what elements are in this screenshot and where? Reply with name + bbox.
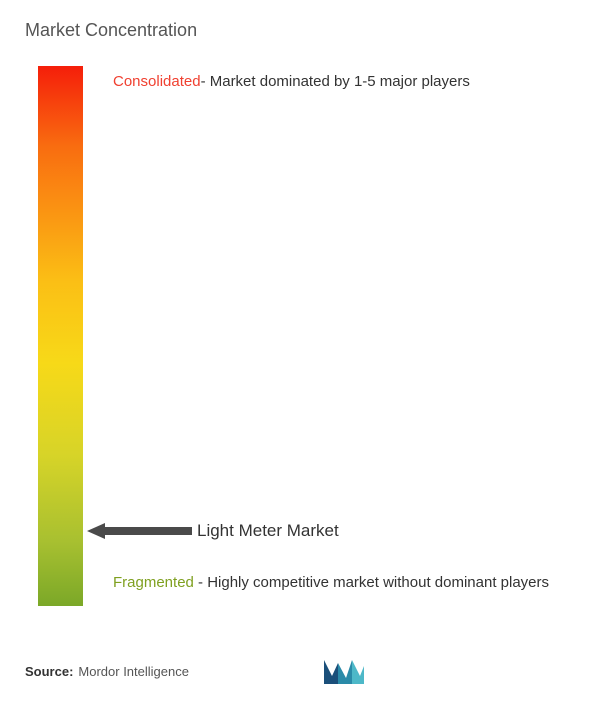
source-label: Source: (25, 664, 73, 679)
fragmented-keyword: Fragmented (113, 574, 194, 591)
market-name-label: Light Meter Market (197, 521, 339, 541)
consolidated-annotation: Consolidated- Market dominated by 1-5 ma… (113, 71, 470, 92)
concentration-gradient-bar (38, 66, 83, 606)
consolidated-keyword: Consolidated (113, 73, 201, 90)
source-name: Mordor Intelligence (78, 664, 189, 679)
chart-content: Consolidated- Market dominated by 1-5 ma… (25, 66, 584, 626)
consolidated-description: - Market dominated by 1-5 major players (201, 73, 470, 90)
market-marker: Light Meter Market (87, 521, 339, 541)
arrow-left-icon (87, 523, 192, 539)
source-row: Source: Mordor Intelligence (25, 658, 584, 684)
mordor-logo-icon (324, 658, 364, 684)
fragmented-description: - Highly competitive market without domi… (194, 574, 549, 591)
fragmented-annotation: Fragmented - Highly competitive market w… (113, 571, 574, 595)
chart-title: Market Concentration (25, 20, 584, 41)
